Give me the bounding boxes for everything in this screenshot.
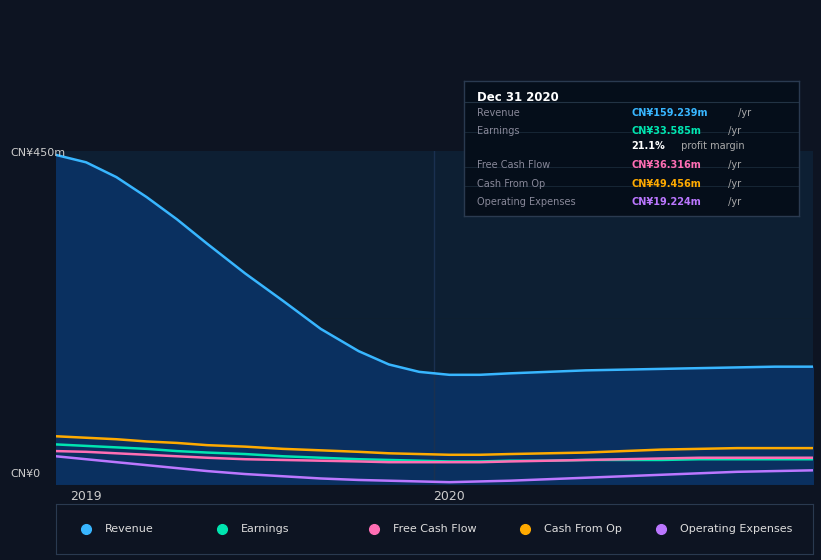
Text: CN¥0: CN¥0 — [11, 469, 41, 479]
Text: Cash From Op: Cash From Op — [477, 179, 545, 189]
Text: /yr: /yr — [725, 160, 741, 170]
Text: Revenue: Revenue — [105, 524, 154, 534]
Text: Operating Expenses: Operating Expenses — [681, 524, 793, 534]
Text: CN¥19.224m: CN¥19.224m — [631, 198, 701, 207]
Text: CN¥49.456m: CN¥49.456m — [631, 179, 701, 189]
Text: CN¥36.316m: CN¥36.316m — [631, 160, 701, 170]
Text: CN¥159.239m: CN¥159.239m — [631, 108, 708, 118]
Text: Earnings: Earnings — [477, 126, 520, 136]
Text: Operating Expenses: Operating Expenses — [477, 198, 576, 207]
Text: Free Cash Flow: Free Cash Flow — [477, 160, 551, 170]
Text: Earnings: Earnings — [241, 524, 290, 534]
Text: /yr: /yr — [735, 108, 750, 118]
Text: /yr: /yr — [725, 126, 741, 136]
Text: /yr: /yr — [725, 198, 741, 207]
Text: Dec 31 2020: Dec 31 2020 — [477, 91, 559, 104]
Text: Cash From Op: Cash From Op — [544, 524, 622, 534]
Text: profit margin: profit margin — [678, 141, 745, 151]
Text: CN¥33.585m: CN¥33.585m — [631, 126, 701, 136]
Text: Free Cash Flow: Free Cash Flow — [392, 524, 476, 534]
Text: /yr: /yr — [725, 179, 741, 189]
Text: Revenue: Revenue — [477, 108, 520, 118]
Text: CN¥450m: CN¥450m — [11, 148, 66, 158]
Text: 21.1%: 21.1% — [631, 141, 665, 151]
